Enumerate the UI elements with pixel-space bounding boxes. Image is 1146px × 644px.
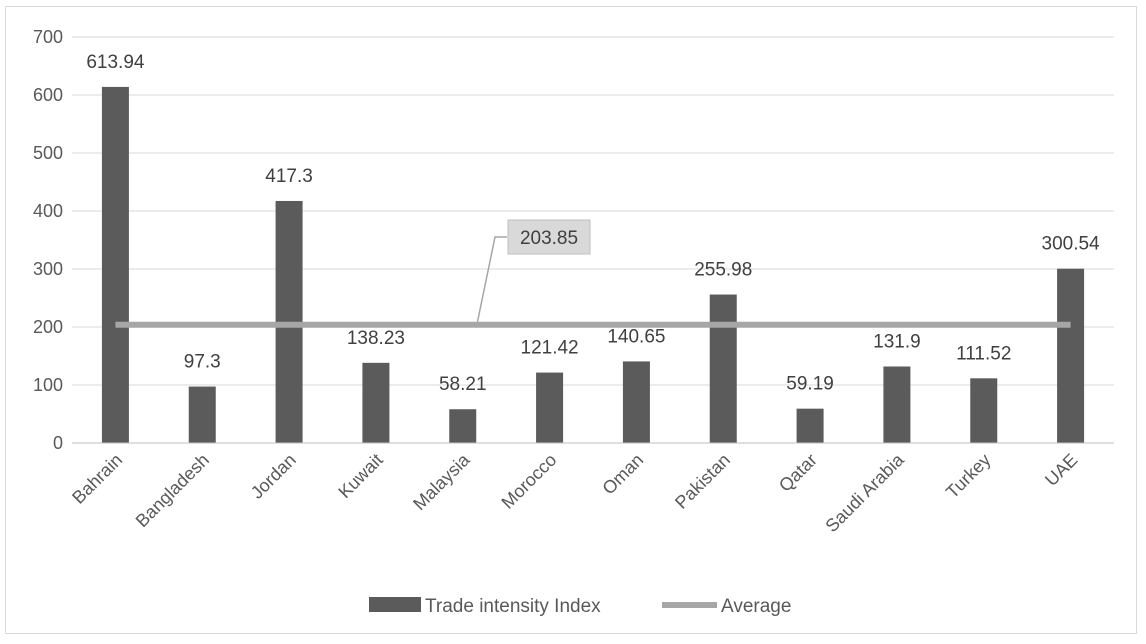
- axes: 0 100 200 300 400 500 600 700 Bahrain Bangladesh J…: [33, 27, 1114, 536]
- x-tick-label: Bangladesh: [132, 450, 213, 531]
- bar: [970, 378, 998, 443]
- y-tick-label: 400: [33, 201, 63, 221]
- data-label: 417.3: [265, 166, 313, 187]
- x-tick-label: Jordan: [247, 450, 300, 503]
- y-tick-label: 500: [33, 143, 63, 163]
- y-tick-label: 700: [33, 27, 63, 47]
- x-tick-label: Malaysia: [409, 449, 474, 514]
- x-tick-label: Oman: [598, 450, 647, 499]
- x-tick-label: Qatar: [775, 450, 821, 496]
- average-data-label: 203.85: [520, 228, 578, 249]
- y-tick-label: 600: [33, 85, 63, 105]
- average-callout-box: [507, 219, 591, 255]
- x-tick-label: Saudi Arabia: [821, 449, 908, 536]
- y-tick-label: 100: [33, 375, 63, 395]
- data-label: 300.54: [1042, 234, 1101, 255]
- legend-label-average: Average: [721, 596, 791, 617]
- bar: [796, 408, 824, 443]
- gridlines: [72, 36, 1114, 386]
- data-label: 613.94: [86, 52, 145, 73]
- bar: [709, 294, 737, 443]
- x-tick-label: Kuwait: [334, 450, 386, 502]
- data-label: 121.42: [521, 338, 579, 359]
- data-label: 58.21: [439, 374, 487, 395]
- data-label: 97.3: [184, 352, 221, 373]
- chart-frame: [5, 6, 1137, 634]
- legend: Trade intensity Index Average: [369, 596, 791, 617]
- bar: [622, 361, 650, 443]
- bar: [188, 386, 216, 443]
- bar: [536, 372, 564, 443]
- x-tick-label: UAE: [1041, 450, 1081, 490]
- bar: [883, 366, 911, 443]
- bars: [101, 86, 1085, 444]
- data-label: 140.65: [607, 326, 665, 347]
- data-label: 138.23: [347, 328, 405, 349]
- data-label: 131.9: [873, 331, 921, 352]
- bar: [101, 86, 129, 444]
- data-labels: 613.94 97.3 417.3 138.23 58.21 121.42 140.65 25…: [86, 52, 1100, 395]
- x-tick-label: Pakistan: [671, 450, 734, 513]
- y-tick-label: 0: [53, 433, 63, 453]
- y-tick-label: 300: [33, 259, 63, 279]
- bar: [449, 409, 477, 443]
- data-label: 111.52: [956, 343, 1011, 364]
- bar: [362, 362, 390, 443]
- bar: [1057, 268, 1085, 443]
- data-label: 59.19: [786, 374, 834, 395]
- x-tick-label: Bahrain: [68, 450, 126, 508]
- legend-swatch-bar: [369, 597, 421, 612]
- data-label: 255.98: [694, 260, 752, 281]
- x-tick-label: Turkey: [942, 450, 995, 503]
- y-tick-label: 200: [33, 317, 63, 337]
- legend-label-trade-intensity-index: Trade intensity Index: [425, 596, 601, 617]
- average-line-group: 203.85: [115, 219, 1071, 328]
- x-tick-label: Morocco: [497, 450, 560, 513]
- average-callout-leader: [476, 236, 507, 322]
